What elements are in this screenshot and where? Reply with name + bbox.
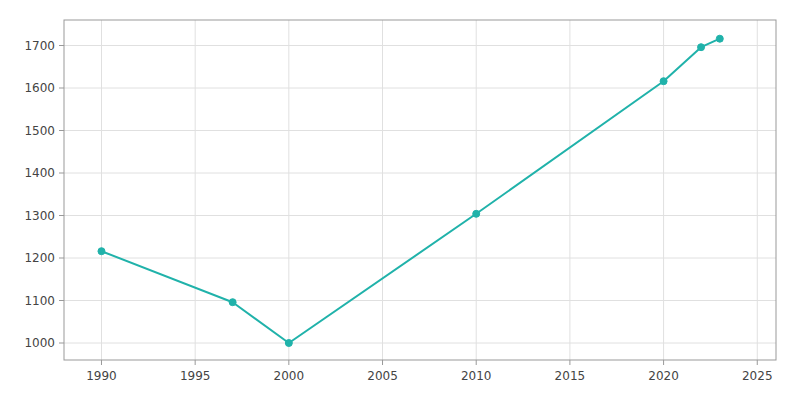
tick-label-y: 1600	[24, 81, 55, 95]
tick-label-y: 1300	[24, 209, 55, 223]
grid-line-y	[64, 173, 776, 174]
point	[698, 44, 705, 51]
tick-x	[757, 360, 758, 365]
tick-label-y: 1100	[24, 294, 55, 308]
grid-line-x	[101, 20, 102, 360]
grid-line-y	[64, 258, 776, 259]
tick-label-x: 2010	[461, 369, 492, 383]
grid-line-x	[476, 20, 477, 360]
tick-y	[59, 130, 64, 131]
tick-label-y: 1500	[24, 124, 55, 138]
series	[98, 35, 723, 346]
grid-line-x	[288, 20, 289, 360]
grid-line-y	[64, 343, 776, 344]
grid-line-x	[663, 20, 664, 360]
grid-line-x	[757, 20, 758, 360]
tick-x	[195, 360, 196, 365]
tick-y	[59, 88, 64, 89]
tick-y	[59, 343, 64, 344]
grid	[64, 20, 776, 360]
grid-line-y	[64, 215, 776, 216]
tick-label-x: 2020	[648, 369, 679, 383]
axes: 1990 1995 2000 2005 2010 2015 2020 2025 1000 1100…	[24, 39, 772, 384]
tick-x	[101, 360, 102, 365]
tick-label-x: 1995	[180, 369, 211, 383]
tick-y	[59, 215, 64, 216]
grid-line-y	[64, 300, 776, 301]
tick-y	[59, 258, 64, 259]
point	[98, 248, 105, 255]
chart: 1990 1995 2000 2005 2010 2015 2020 2025 1000 1100…	[0, 0, 800, 400]
tick-x	[288, 360, 289, 365]
tick-y	[59, 300, 64, 301]
tick-y	[59, 173, 64, 174]
point	[229, 299, 236, 306]
grid-line-y	[64, 45, 776, 46]
grid-line-x	[382, 20, 383, 360]
grid-line-x	[195, 20, 196, 360]
tick-label-y: 1200	[24, 251, 55, 265]
tick-label-y: 1000	[24, 336, 55, 350]
tick-label-y: 1700	[24, 39, 55, 53]
tick-label-x: 2025	[742, 369, 773, 383]
tick-x	[569, 360, 570, 365]
tick-x	[476, 360, 477, 365]
tick-label-x: 2015	[555, 369, 586, 383]
point	[285, 340, 292, 347]
tick-label-x: 2005	[367, 369, 398, 383]
point	[473, 210, 480, 217]
tick-x	[382, 360, 383, 365]
tick-x	[663, 360, 664, 365]
tick-y	[59, 45, 64, 46]
point	[660, 78, 667, 85]
chart-container: 1990 1995 2000 2005 2010 2015 2020 2025 1000 1100…	[0, 0, 800, 400]
tick-label-y: 1400	[24, 166, 55, 180]
point	[716, 35, 723, 42]
line	[101, 39, 719, 343]
grid-line-y	[64, 88, 776, 89]
tick-label-x: 1990	[86, 369, 117, 383]
grid-line-x	[569, 20, 570, 360]
tick-label-x: 2000	[274, 369, 305, 383]
plot-frame	[64, 20, 776, 360]
grid-line-y	[64, 130, 776, 131]
